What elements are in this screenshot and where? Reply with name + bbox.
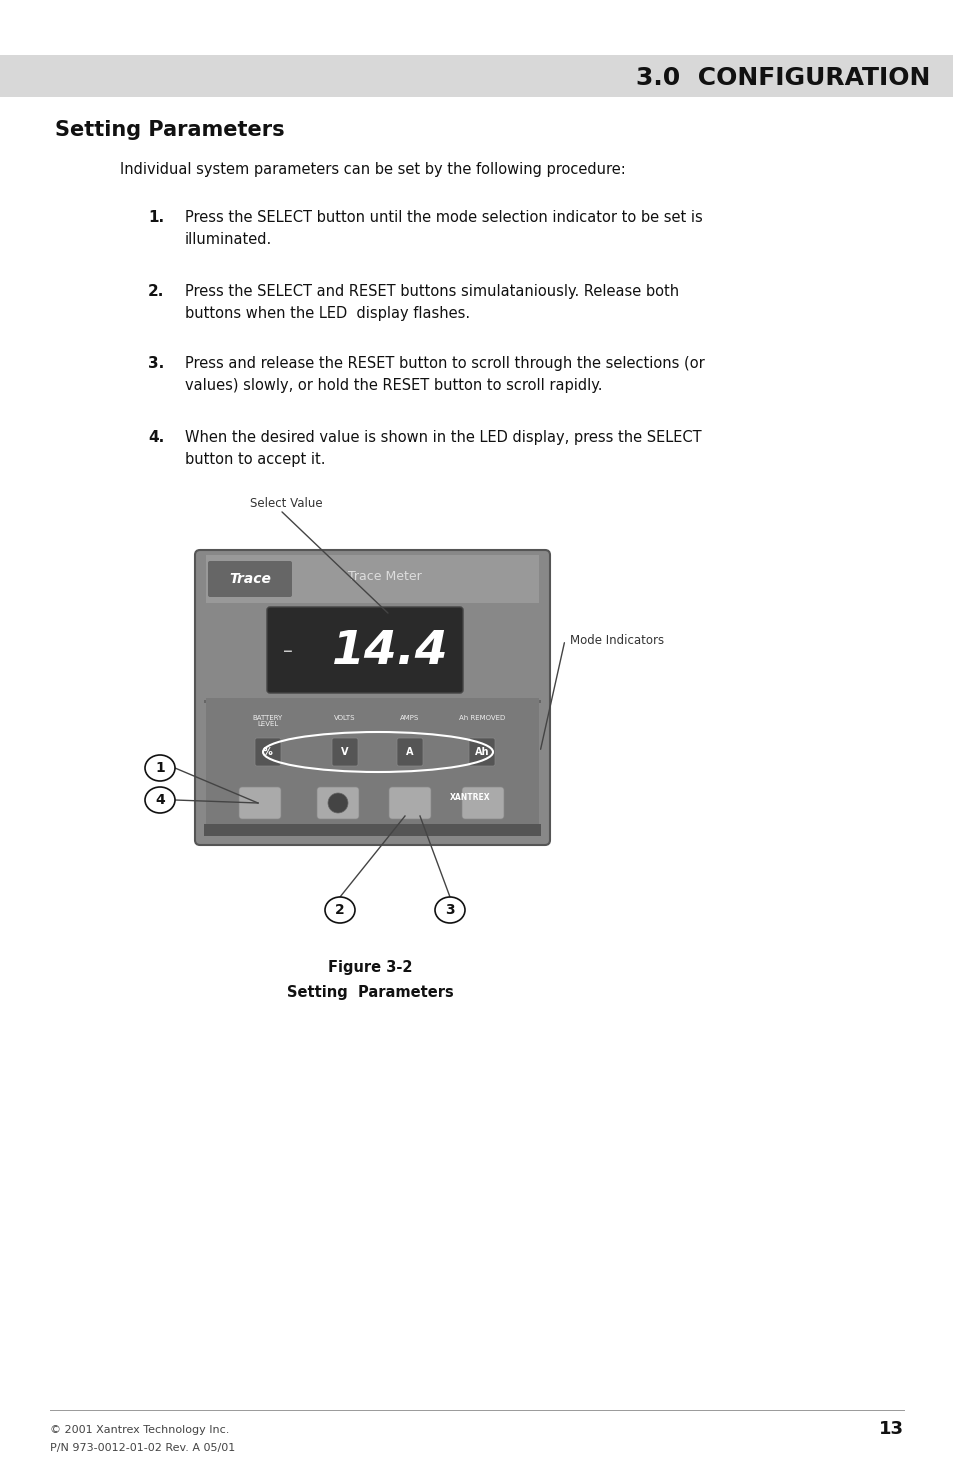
- Bar: [206, 698, 538, 833]
- FancyBboxPatch shape: [461, 788, 503, 819]
- Ellipse shape: [435, 897, 464, 923]
- Text: 4.: 4.: [148, 431, 164, 445]
- FancyBboxPatch shape: [194, 550, 550, 845]
- FancyBboxPatch shape: [316, 788, 358, 819]
- Text: P/N 973-0012-01-02 Rev. A 05/01: P/N 973-0012-01-02 Rev. A 05/01: [50, 1443, 235, 1453]
- Text: Trace: Trace: [229, 572, 271, 586]
- Text: 3: 3: [445, 903, 455, 917]
- Text: 4: 4: [155, 794, 165, 807]
- Text: Setting  Parameters: Setting Parameters: [286, 985, 453, 1000]
- Text: 13: 13: [878, 1420, 903, 1438]
- Text: Trace Meter: Trace Meter: [348, 571, 421, 584]
- Text: Press and release the RESET button to scroll through the selections (or: Press and release the RESET button to sc…: [185, 355, 704, 372]
- Text: AMPS: AMPS: [400, 715, 419, 721]
- Ellipse shape: [325, 897, 355, 923]
- Text: values) slowly, or hold the RESET button to scroll rapidly.: values) slowly, or hold the RESET button…: [185, 378, 602, 392]
- Text: V: V: [341, 746, 349, 757]
- Text: 3.: 3.: [148, 355, 164, 372]
- Text: Select Value: Select Value: [250, 497, 322, 510]
- Text: 14.4: 14.4: [332, 630, 448, 674]
- Text: buttons when the LED  display flashes.: buttons when the LED display flashes.: [185, 305, 470, 322]
- Text: 2.: 2.: [148, 285, 164, 299]
- Text: XANTREX: XANTREX: [449, 794, 490, 802]
- Text: illuminated.: illuminated.: [185, 232, 272, 246]
- Text: Individual system parameters can be set by the following procedure:: Individual system parameters can be set …: [120, 162, 625, 177]
- FancyBboxPatch shape: [267, 608, 462, 693]
- Text: VOLTS: VOLTS: [334, 715, 355, 721]
- Ellipse shape: [145, 755, 174, 780]
- Bar: [0, 55, 953, 97]
- FancyBboxPatch shape: [332, 738, 357, 766]
- FancyBboxPatch shape: [254, 738, 281, 766]
- Text: Ah REMOVED: Ah REMOVED: [458, 715, 504, 721]
- Text: 1.: 1.: [148, 209, 164, 226]
- Text: button to accept it.: button to accept it.: [185, 451, 325, 468]
- FancyBboxPatch shape: [208, 560, 292, 597]
- Text: BATTERY
LEVEL: BATTERY LEVEL: [253, 715, 283, 727]
- Text: When the desired value is shown in the LED display, press the SELECT: When the desired value is shown in the L…: [185, 431, 700, 445]
- Text: Press the SELECT and RESET buttons simulataniously. Release both: Press the SELECT and RESET buttons simul…: [185, 285, 679, 299]
- Text: Setting Parameters: Setting Parameters: [55, 119, 284, 140]
- Bar: [206, 555, 538, 603]
- Text: Figure 3-2: Figure 3-2: [328, 960, 412, 975]
- Bar: [204, 825, 540, 836]
- Text: –: –: [283, 643, 293, 661]
- Text: Press the SELECT button until the mode selection indicator to be set is: Press the SELECT button until the mode s…: [185, 209, 702, 226]
- Text: A: A: [406, 746, 414, 757]
- FancyBboxPatch shape: [396, 738, 422, 766]
- FancyBboxPatch shape: [469, 738, 495, 766]
- Text: Ah: Ah: [475, 746, 489, 757]
- Ellipse shape: [145, 788, 174, 813]
- Text: Mode Indicators: Mode Indicators: [569, 633, 663, 646]
- Text: © 2001 Xantrex Technology Inc.: © 2001 Xantrex Technology Inc.: [50, 1425, 229, 1435]
- Text: 3.0  CONFIGURATION: 3.0 CONFIGURATION: [635, 66, 929, 90]
- FancyBboxPatch shape: [239, 788, 281, 819]
- Text: %: %: [263, 746, 273, 757]
- Text: 1: 1: [155, 761, 165, 774]
- FancyBboxPatch shape: [389, 788, 431, 819]
- Bar: [204, 701, 540, 704]
- Text: 2: 2: [335, 903, 345, 917]
- Circle shape: [328, 794, 348, 813]
